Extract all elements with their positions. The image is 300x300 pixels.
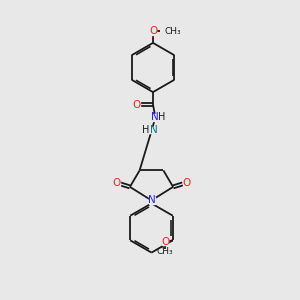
Text: O: O	[112, 178, 121, 188]
Bar	[151, 114, 160, 121]
Bar	[146, 127, 158, 133]
Text: N: N	[151, 112, 159, 122]
Bar	[150, 28, 156, 35]
Bar	[113, 180, 120, 187]
Bar	[162, 239, 168, 245]
Text: O: O	[132, 100, 141, 110]
Text: O: O	[149, 26, 157, 37]
Text: H: H	[158, 112, 166, 122]
Text: H: H	[142, 125, 149, 135]
Text: N: N	[150, 125, 158, 135]
Text: O: O	[182, 178, 191, 188]
Text: O: O	[161, 237, 170, 247]
Text: CH₃: CH₃	[157, 247, 174, 256]
Bar	[148, 197, 154, 204]
Text: N: N	[148, 195, 155, 206]
Bar	[183, 180, 190, 187]
Bar	[134, 101, 140, 108]
Text: CH₃: CH₃	[164, 27, 181, 36]
